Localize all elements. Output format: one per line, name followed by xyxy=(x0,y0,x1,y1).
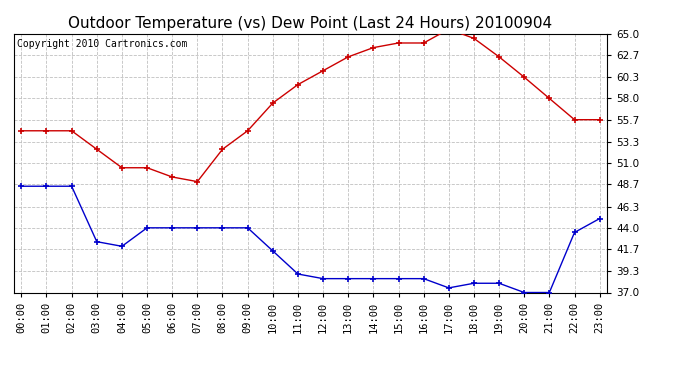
Title: Outdoor Temperature (vs) Dew Point (Last 24 Hours) 20100904: Outdoor Temperature (vs) Dew Point (Last… xyxy=(68,16,553,31)
Text: Copyright 2010 Cartronics.com: Copyright 2010 Cartronics.com xyxy=(17,39,187,49)
